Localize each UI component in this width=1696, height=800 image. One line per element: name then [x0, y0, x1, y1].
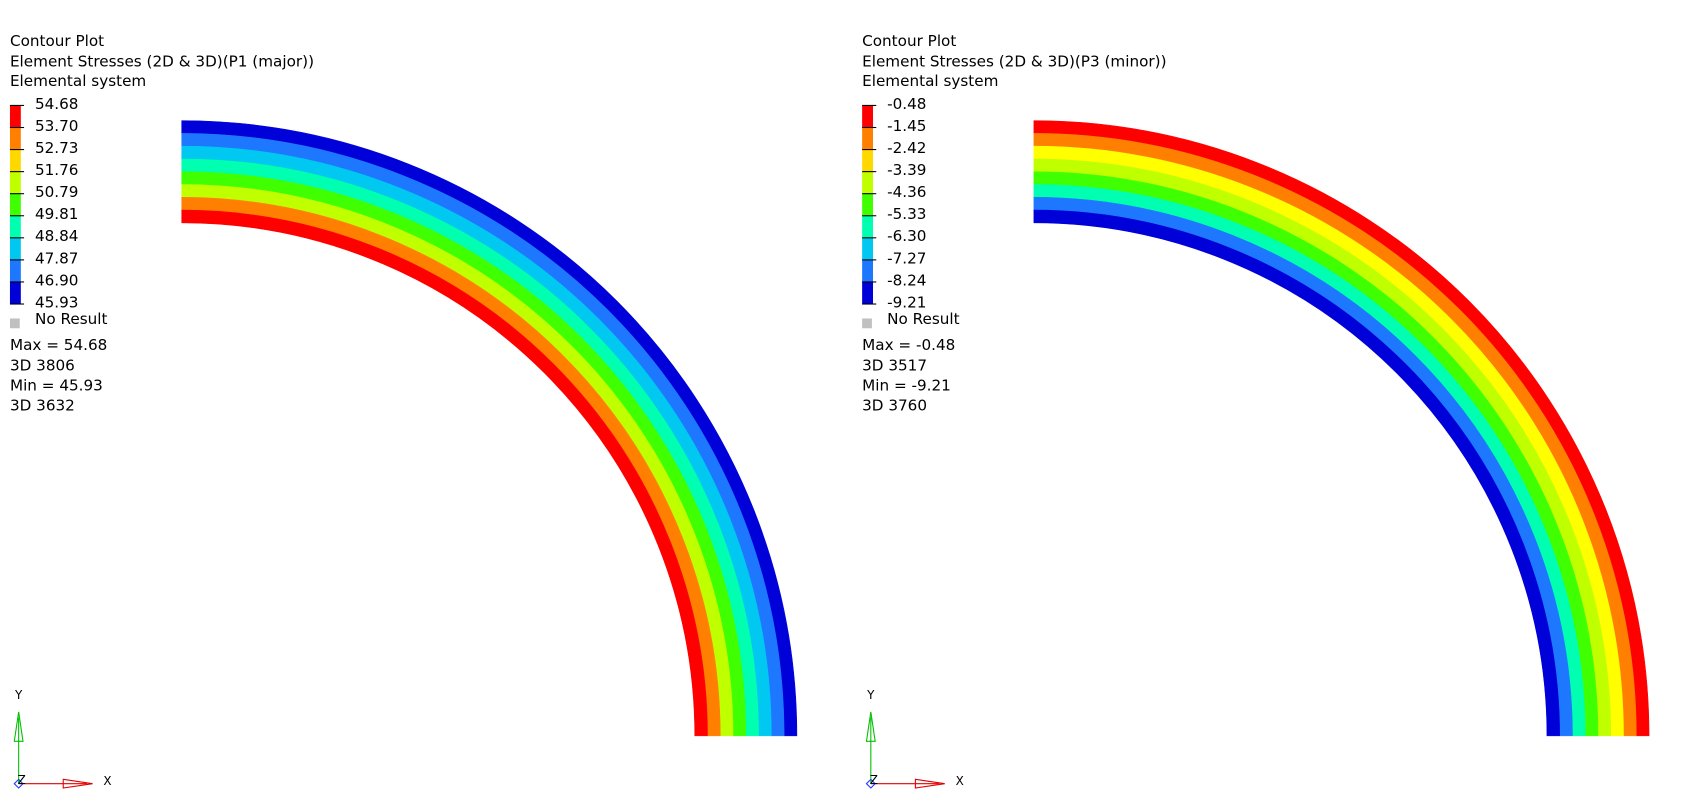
contour-band — [181, 145, 772, 737]
legend-label: 50.79 — [35, 183, 79, 201]
legend-label: 46.90 — [35, 271, 79, 289]
legend-label: 54.68 — [35, 95, 79, 113]
legend-label: -8.24 — [887, 271, 926, 289]
contour-band — [181, 197, 721, 737]
legend-swatch — [862, 149, 873, 172]
legend-swatch — [9, 171, 21, 195]
contour-band — [181, 158, 759, 737]
no-result-swatch — [862, 318, 872, 329]
legend-label: -5.33 — [887, 205, 926, 223]
result-type: Element Stresses (2D & 3D)(P1 (major)) — [10, 52, 314, 70]
legend-swatch — [862, 127, 873, 150]
contour-band — [1033, 209, 1560, 737]
coordinate-system: Elemental system — [862, 72, 998, 90]
contour-panel: Contour Plot Element Stresses (2D & 3D)(P… — [862, 32, 1650, 789]
coordinate-system: Elemental system — [10, 72, 146, 90]
axis-z — [13, 778, 24, 789]
legend-label: 52.73 — [35, 139, 79, 157]
axis-y-label: Y — [866, 688, 875, 702]
legend-label: -6.30 — [887, 227, 926, 245]
legend-swatch — [9, 149, 21, 172]
no-result-swatch — [9, 318, 20, 329]
legend-swatch — [862, 215, 873, 239]
legend-swatch — [862, 237, 873, 261]
contour-band — [1033, 145, 1624, 737]
axis-x-arrow — [914, 778, 945, 789]
legend-swatch — [9, 281, 21, 305]
legend-swatch — [9, 105, 21, 128]
axis-z — [865, 778, 876, 789]
contour-band — [181, 171, 747, 737]
legend-swatch — [862, 171, 873, 195]
legend-label: 51.76 — [35, 161, 79, 179]
legend-swatch — [862, 193, 873, 217]
result-stat: Min = 45.93 — [10, 376, 103, 394]
axis-y-arrow — [13, 711, 24, 742]
plot-title: Contour Plot — [10, 32, 104, 50]
contour-band — [181, 184, 734, 737]
axis-z-label: Z — [870, 773, 878, 787]
legend-label: 48.84 — [35, 227, 79, 245]
legend-label: -9.21 — [887, 293, 926, 311]
legend-label: 45.93 — [35, 293, 79, 311]
axis-y-label: Y — [14, 688, 23, 702]
result-stat: 3D 3517 — [862, 356, 927, 374]
legend-swatch — [862, 259, 873, 283]
result-stat: 3D 3632 — [10, 396, 75, 414]
legend-label: 47.87 — [35, 249, 79, 267]
legend-label: -3.39 — [887, 161, 926, 179]
legend-label: -0.48 — [887, 95, 926, 113]
legend-label: -2.42 — [887, 139, 926, 157]
result-stat: 3D 3760 — [862, 396, 927, 414]
legend-swatch — [9, 127, 21, 150]
legend-swatch — [9, 193, 21, 217]
result-stat: Max = -0.48 — [862, 336, 955, 354]
legend-label: 49.81 — [35, 205, 79, 223]
axis-z-label: Z — [18, 773, 26, 787]
contour-band — [1033, 184, 1586, 737]
plot-title: Contour Plot — [862, 32, 956, 50]
result-type: Element Stresses (2D & 3D)(P3 (minor)) — [862, 52, 1166, 70]
result-stat: 3D 3806 — [10, 356, 75, 374]
axis-x-label: X — [103, 774, 111, 788]
legend-swatch — [9, 259, 21, 283]
axis-x-arrow — [62, 778, 93, 789]
no-result-label: No Result — [35, 310, 108, 328]
legend-swatch — [9, 237, 21, 261]
legend-label: 53.70 — [35, 117, 79, 135]
result-stat: Max = 54.68 — [10, 336, 107, 354]
legend-swatch — [862, 105, 873, 128]
no-result-label: No Result — [887, 310, 960, 328]
legend-swatch — [9, 215, 21, 239]
legend-label: -7.27 — [887, 249, 926, 267]
contour-band — [1033, 158, 1612, 737]
axis-x-label: X — [956, 774, 964, 788]
contour-band — [1033, 171, 1599, 737]
legend-label: -1.45 — [887, 117, 926, 135]
legend-label: -4.36 — [887, 183, 926, 201]
result-stat: Min = -9.21 — [862, 376, 951, 394]
contour-band — [1033, 197, 1573, 737]
legend-swatch — [862, 281, 873, 305]
axis-y-arrow — [865, 711, 876, 742]
contour-panel: Contour Plot Element Stresses (2D & 3D)(P… — [9, 32, 798, 789]
contour-band — [181, 209, 708, 737]
